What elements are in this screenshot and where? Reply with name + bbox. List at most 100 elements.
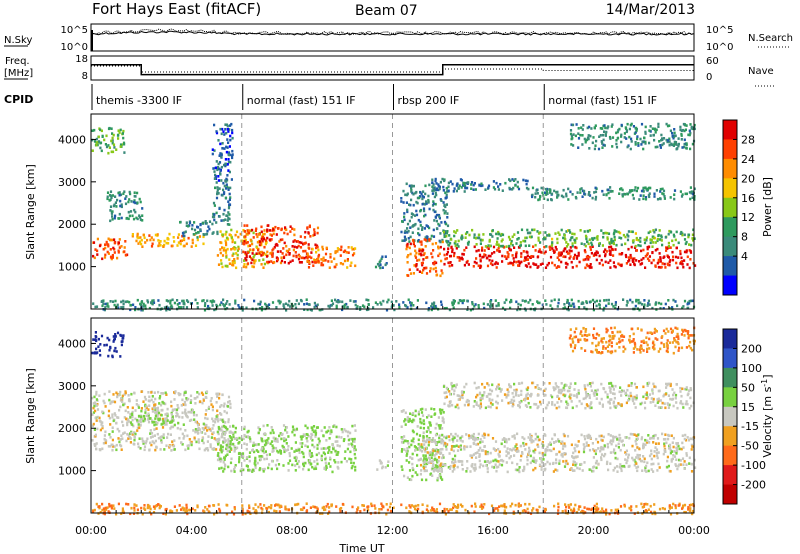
data-cell [413,244,416,248]
data-cell [334,449,337,453]
data-cell [112,300,115,303]
data-cell [404,423,407,426]
data-cell [445,193,448,197]
data-cell [260,437,264,441]
data-cell [154,420,157,424]
data-cell [683,437,686,441]
data-cell [338,300,341,303]
data-cell [545,193,548,196]
data-cell [234,241,237,244]
data-cell [534,249,537,252]
data-cell [647,231,650,235]
data-cell [445,239,448,243]
data-cell [453,464,456,467]
data-cell [313,460,316,463]
data-cell [187,397,190,401]
data-cell [185,224,188,227]
data-cell [446,230,449,233]
data-cell [687,235,690,239]
data-cell [379,263,382,266]
data-cell [497,460,500,463]
data-cell [481,440,484,443]
data-cell [258,259,261,262]
data-cell [204,220,207,223]
data-cell [437,449,440,452]
data-cell [477,304,480,307]
data-cell [219,230,222,233]
data-cell [655,442,658,445]
data-cell [198,392,201,396]
data-cell [317,255,320,258]
data-cell [132,442,135,446]
data-cell [473,469,476,472]
data-cell [442,456,445,459]
data-cell [421,226,424,229]
data-cell [213,218,216,222]
data-cell [105,343,108,347]
data-cell [575,257,579,260]
data-cell [127,418,130,422]
data-cell [456,439,459,442]
data-cell [403,231,406,234]
data-cell [207,405,211,409]
data-cell [654,228,657,232]
data-cell [492,459,495,463]
data-cell [609,253,612,256]
data-cell [349,431,352,435]
data-cell [435,188,438,191]
data-cell [212,167,215,170]
data-cell [150,398,153,402]
data-cell [666,459,669,463]
data-cell [218,455,221,458]
data-cell [173,398,176,401]
noise-left-label: N.Sky [4,35,32,46]
data-cell [308,449,311,453]
data-cell [234,426,237,430]
data-cell [408,469,412,472]
data-cell [516,308,519,312]
data-cell [409,412,412,415]
data-cell [137,236,140,240]
data-cell [434,179,437,183]
data-cell [673,189,677,192]
data-cell [125,217,128,220]
data-cell [476,442,480,446]
data-cell [489,460,492,464]
data-cell [169,427,172,430]
data-cell [486,264,490,268]
data-cell [607,298,610,302]
data-cell [573,256,576,259]
data-cell [501,260,504,263]
data-cell [202,428,206,431]
data-cell [229,442,232,446]
data-cell [440,462,443,466]
data-cell [139,216,142,219]
data-cell [534,192,537,195]
data-cell [430,456,433,460]
data-cell [503,255,507,258]
data-cell [650,238,653,242]
data-cell [158,303,161,307]
data-cell [655,128,658,132]
data-cell [95,442,98,445]
data-cell [644,186,647,189]
data-cell [203,233,206,237]
data-cell [381,266,384,269]
data-cell [308,261,311,264]
data-cell [124,202,128,206]
data-cell [679,249,682,253]
data-cell [131,433,134,436]
data-cell [437,469,440,472]
data-cell [110,212,114,215]
data-cell [630,256,633,259]
data-cell [220,450,223,454]
data-cell [549,191,552,194]
data-cell [672,233,675,237]
data-cell [574,245,577,249]
data-cell [242,455,245,458]
data-cell [379,301,382,304]
data-cell [642,455,645,458]
data-cell [512,257,515,260]
data-cell [483,460,487,463]
data-cell [255,252,258,255]
